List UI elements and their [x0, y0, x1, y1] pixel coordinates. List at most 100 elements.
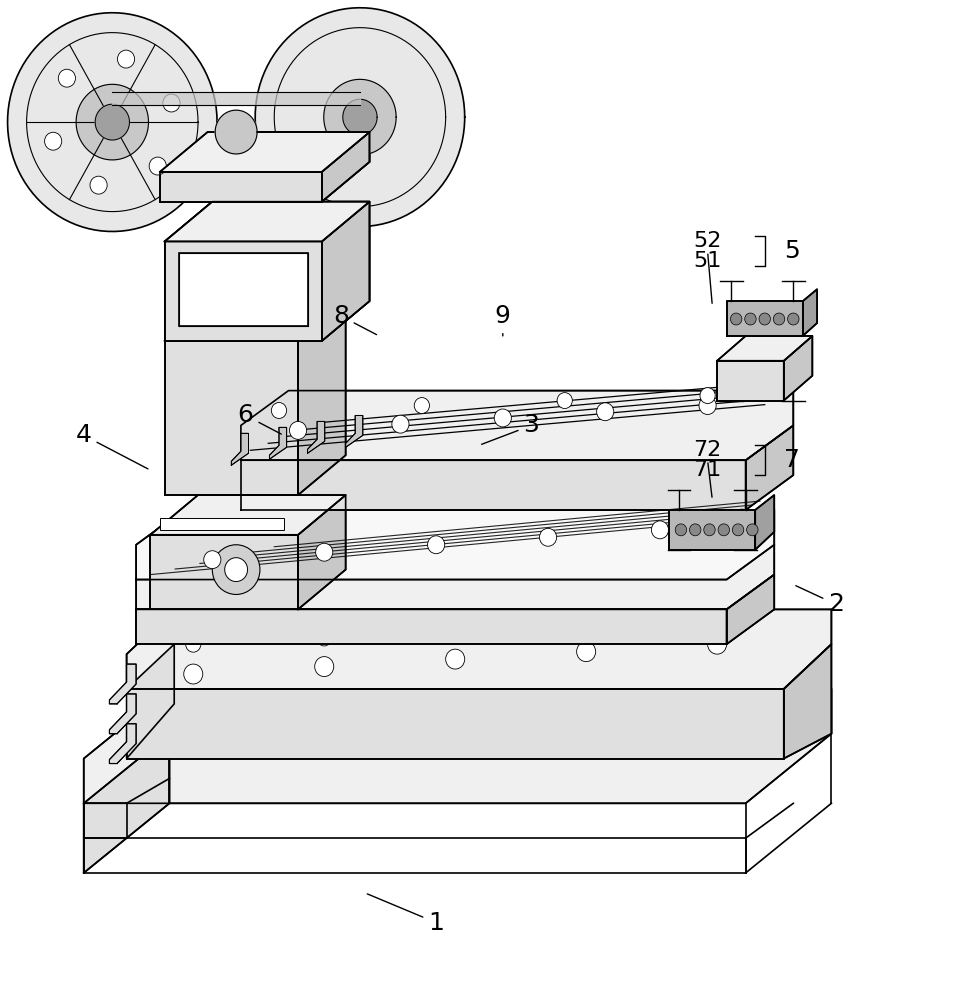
Polygon shape: [322, 202, 370, 341]
Polygon shape: [269, 427, 286, 459]
Polygon shape: [324, 79, 397, 155]
Polygon shape: [165, 301, 346, 341]
Text: 52: 52: [694, 231, 722, 251]
Polygon shape: [322, 132, 370, 202]
Circle shape: [773, 313, 785, 325]
Bar: [160, 518, 284, 530]
Text: 3: 3: [482, 413, 539, 444]
Polygon shape: [240, 391, 793, 460]
Circle shape: [718, 524, 729, 536]
Polygon shape: [126, 644, 174, 759]
Circle shape: [597, 403, 614, 421]
Polygon shape: [160, 172, 322, 202]
Circle shape: [239, 296, 252, 310]
Circle shape: [204, 551, 221, 569]
Circle shape: [447, 624, 463, 640]
Circle shape: [699, 397, 717, 414]
Circle shape: [414, 398, 429, 413]
Polygon shape: [83, 689, 832, 803]
Circle shape: [184, 664, 203, 684]
Polygon shape: [670, 510, 755, 550]
Circle shape: [271, 403, 286, 418]
Circle shape: [708, 634, 726, 654]
Circle shape: [225, 558, 247, 582]
Circle shape: [539, 528, 557, 546]
Circle shape: [494, 409, 512, 427]
Polygon shape: [8, 13, 217, 231]
Circle shape: [445, 649, 465, 669]
Circle shape: [690, 524, 701, 536]
Polygon shape: [165, 202, 370, 241]
Circle shape: [213, 545, 260, 594]
Polygon shape: [109, 724, 136, 764]
Polygon shape: [165, 241, 322, 341]
Circle shape: [118, 50, 135, 68]
Polygon shape: [745, 425, 793, 510]
Polygon shape: [298, 495, 346, 609]
Polygon shape: [109, 694, 136, 734]
Circle shape: [730, 313, 741, 325]
Circle shape: [232, 288, 260, 318]
Circle shape: [787, 313, 799, 325]
Polygon shape: [784, 336, 812, 401]
Circle shape: [700, 388, 716, 404]
Circle shape: [746, 524, 758, 536]
Polygon shape: [126, 609, 832, 689]
Polygon shape: [216, 110, 257, 154]
Polygon shape: [179, 253, 308, 326]
Polygon shape: [346, 415, 363, 447]
Polygon shape: [322, 202, 370, 341]
Polygon shape: [755, 495, 774, 550]
Circle shape: [710, 611, 725, 627]
Polygon shape: [160, 172, 322, 202]
Polygon shape: [95, 104, 129, 140]
Polygon shape: [803, 289, 817, 336]
Circle shape: [732, 524, 743, 536]
Text: 72: 72: [694, 440, 722, 460]
Text: 2: 2: [796, 586, 844, 616]
Text: 9: 9: [495, 304, 511, 336]
Polygon shape: [165, 202, 370, 241]
Polygon shape: [160, 132, 370, 172]
Circle shape: [744, 313, 756, 325]
Circle shape: [651, 521, 669, 539]
Circle shape: [392, 415, 409, 433]
Polygon shape: [126, 689, 784, 759]
Circle shape: [58, 69, 76, 87]
Circle shape: [579, 618, 594, 634]
Polygon shape: [343, 99, 377, 135]
Polygon shape: [109, 664, 136, 704]
Polygon shape: [726, 301, 803, 336]
Polygon shape: [240, 460, 745, 510]
Polygon shape: [298, 301, 346, 495]
Circle shape: [289, 421, 307, 439]
Polygon shape: [718, 336, 812, 361]
Circle shape: [45, 132, 61, 150]
Polygon shape: [322, 132, 370, 202]
Circle shape: [315, 657, 333, 677]
Text: 4: 4: [76, 423, 148, 469]
Text: 8: 8: [332, 304, 376, 335]
Circle shape: [577, 642, 596, 662]
Text: 51: 51: [694, 251, 722, 271]
Polygon shape: [150, 535, 298, 609]
Circle shape: [90, 176, 107, 194]
Polygon shape: [136, 510, 774, 580]
Polygon shape: [76, 84, 148, 160]
Text: 1: 1: [367, 894, 445, 935]
Polygon shape: [136, 545, 774, 609]
Polygon shape: [726, 575, 774, 644]
Circle shape: [316, 630, 331, 646]
Polygon shape: [150, 495, 346, 535]
Polygon shape: [255, 8, 465, 227]
Polygon shape: [308, 421, 325, 453]
Circle shape: [186, 636, 201, 652]
Text: 7: 7: [784, 448, 800, 472]
Circle shape: [675, 524, 687, 536]
Polygon shape: [165, 341, 298, 495]
Text: 5: 5: [784, 239, 800, 263]
Circle shape: [427, 536, 445, 554]
Polygon shape: [136, 609, 726, 644]
Circle shape: [704, 524, 716, 536]
Polygon shape: [179, 253, 308, 326]
